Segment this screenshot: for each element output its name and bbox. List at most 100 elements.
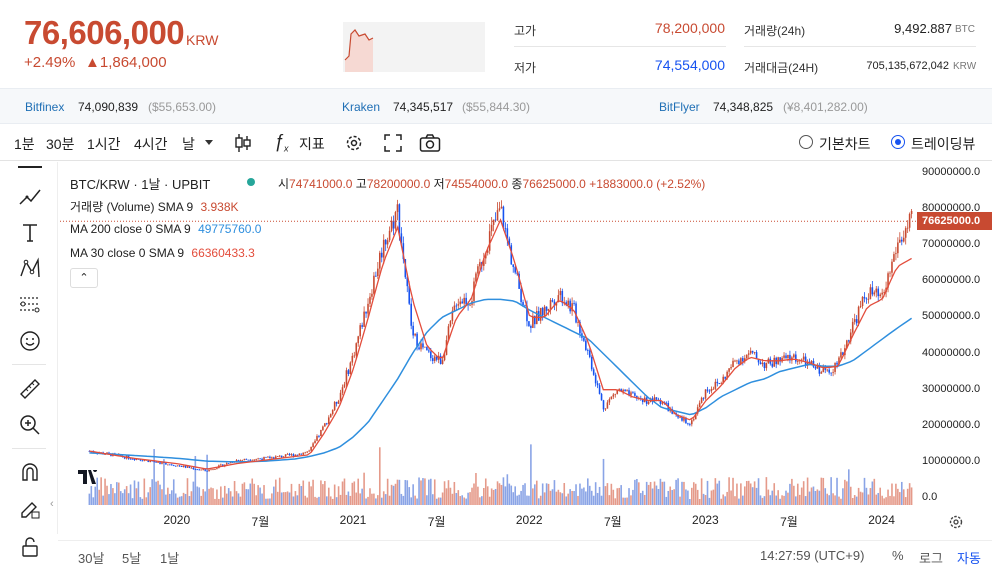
exchange-name[interactable]: Bitfinex xyxy=(25,100,65,114)
exchange-price: 74,090,839 xyxy=(78,100,139,114)
tradingview-label[interactable]: 트레이딩뷰 xyxy=(911,136,976,152)
ma30-indicator-row[interactable]: MA 30 close 0 SMA 9 66360433.3 xyxy=(70,246,255,260)
percent-toggle[interactable]: % xyxy=(892,548,904,563)
volume-bar xyxy=(202,489,204,505)
candle-body xyxy=(369,296,371,304)
tradingview-radio[interactable] xyxy=(891,135,905,149)
clock-time[interactable]: 14:27:59 (UTC+9) xyxy=(760,548,865,563)
candle-body xyxy=(300,453,303,455)
volume-bar xyxy=(612,489,615,505)
log-toggle[interactable]: 로그 xyxy=(919,551,943,566)
volume-bar xyxy=(838,496,840,505)
candle-body xyxy=(647,402,650,404)
basic-chart-label[interactable]: 기본차트 xyxy=(819,136,871,152)
volume-bar xyxy=(893,496,895,505)
volume-bar xyxy=(577,495,579,505)
candle-body xyxy=(906,227,909,229)
pattern-icon[interactable] xyxy=(17,256,43,282)
candle-body xyxy=(384,239,387,245)
volume-bar xyxy=(653,481,656,505)
interval-day[interactable]: 날 xyxy=(182,136,195,152)
lock-icon[interactable] xyxy=(17,534,43,560)
volume-bar xyxy=(308,481,310,505)
range-1d[interactable]: 1날 xyxy=(160,551,180,566)
candle-body xyxy=(814,366,817,369)
smiley-icon[interactable] xyxy=(17,328,43,354)
candle-body xyxy=(618,389,621,391)
volume-bar xyxy=(467,492,469,505)
collapse-legend-button[interactable]: ⌃ xyxy=(70,268,98,288)
price-chart[interactable] xyxy=(60,162,916,507)
collapse-arrow-icon[interactable]: ‹ xyxy=(50,498,54,510)
ma200-indicator-value: 49775760.0 xyxy=(198,222,262,236)
ma200-indicator-row[interactable]: MA 200 close 0 SMA 9 49775760.0 xyxy=(70,222,261,236)
fx-icon[interactable]: ƒx xyxy=(274,131,289,154)
crosshair-icon[interactable] xyxy=(18,166,42,168)
volume-bar xyxy=(290,483,293,505)
pen-icon[interactable] xyxy=(17,184,43,210)
volume-bar xyxy=(322,484,324,505)
volume-bar xyxy=(431,494,434,505)
volume-bar xyxy=(881,495,883,505)
exchange-name[interactable]: Kraken xyxy=(342,100,381,114)
candle-body xyxy=(498,208,501,211)
volume-bar xyxy=(659,478,662,505)
text-icon[interactable] xyxy=(17,220,43,246)
volume-bar xyxy=(143,478,146,505)
volume-bar xyxy=(408,487,411,505)
interval-1h[interactable]: 1시간 xyxy=(87,136,121,152)
interval-30m[interactable]: 30분 xyxy=(46,136,75,152)
candle-body xyxy=(394,212,397,229)
volume-bar xyxy=(494,488,497,505)
candle-body xyxy=(355,343,358,356)
volume-bar xyxy=(443,481,446,505)
candle-body xyxy=(365,311,367,314)
volume-bar xyxy=(326,496,328,505)
open-value: 74741000.0 xyxy=(289,177,353,191)
indicator-button[interactable]: 지표 xyxy=(299,136,325,152)
candle-body xyxy=(245,458,248,460)
lock-drawing-icon[interactable] xyxy=(17,495,43,521)
volume-bar xyxy=(712,489,715,505)
candle-body xyxy=(849,332,852,342)
volume-bar xyxy=(698,498,701,505)
volume-bar xyxy=(451,493,454,505)
range-30d[interactable]: 30날 xyxy=(78,551,105,566)
candle-body xyxy=(382,239,385,258)
chart-settings-gear-icon[interactable] xyxy=(948,514,964,530)
volume-bar xyxy=(710,490,713,505)
candle-body xyxy=(863,296,866,299)
fullscreen-icon[interactable] xyxy=(383,133,403,153)
candle-body xyxy=(465,297,467,305)
candle-body xyxy=(604,408,607,410)
volume-bar xyxy=(885,497,887,505)
volume-bar xyxy=(910,487,913,505)
range-5d[interactable]: 5날 xyxy=(122,551,142,566)
interval-4h[interactable]: 4시간 xyxy=(134,136,168,152)
ruler-icon[interactable] xyxy=(17,376,43,402)
volume-bar xyxy=(455,493,458,505)
candle-body xyxy=(239,460,242,461)
candle-body xyxy=(331,409,334,415)
candle-body xyxy=(528,321,530,326)
interval-1m[interactable]: 1분 xyxy=(14,136,35,152)
volume-bar xyxy=(169,493,171,505)
volume-indicator-row[interactable]: 거래량 (Volume) SMA 9 3.938K xyxy=(70,198,239,215)
volume-bar xyxy=(367,496,369,505)
exchange-name[interactable]: BitFlyer xyxy=(659,100,700,114)
chevron-down-icon[interactable] xyxy=(205,140,213,145)
volume-bar xyxy=(718,480,721,505)
candlestick-icon[interactable] xyxy=(234,133,252,153)
auto-toggle[interactable]: 자동 xyxy=(957,551,981,566)
gear-icon[interactable] xyxy=(344,133,364,153)
basic-chart-radio[interactable] xyxy=(799,135,813,149)
fib-icon[interactable] xyxy=(17,292,43,318)
candle-body xyxy=(702,397,705,399)
camera-icon[interactable] xyxy=(419,133,441,153)
x-tick-label: 7월 xyxy=(251,515,270,529)
volume-bar xyxy=(663,481,666,505)
zoom-icon[interactable] xyxy=(17,412,43,438)
candle-body xyxy=(708,390,711,392)
candle-body xyxy=(484,252,487,259)
magnet-icon[interactable] xyxy=(17,460,43,486)
